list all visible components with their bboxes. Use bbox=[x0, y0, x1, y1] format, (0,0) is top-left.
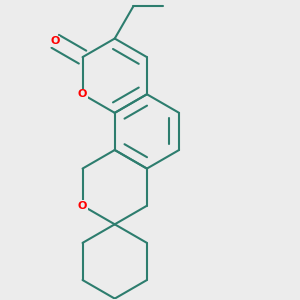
Text: O: O bbox=[78, 201, 87, 211]
Text: O: O bbox=[50, 36, 60, 46]
Text: O: O bbox=[78, 89, 87, 99]
